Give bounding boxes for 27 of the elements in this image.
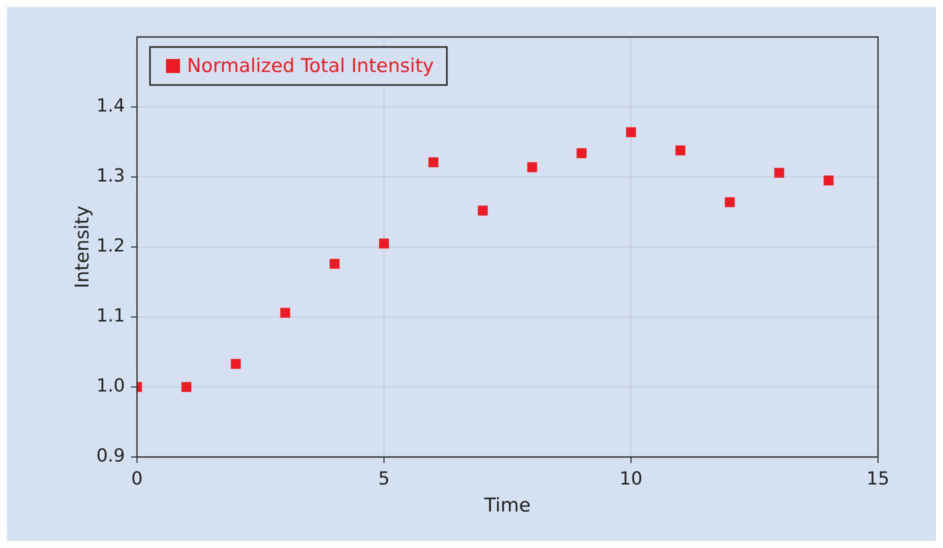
x-tick-label: 5	[378, 468, 390, 490]
point	[626, 127, 636, 138]
point	[527, 162, 538, 172]
legend-label: Normalized Total Intensity	[187, 54, 434, 77]
x-axis-title: Time	[483, 494, 531, 517]
y-tick-label: 1.0	[96, 376, 125, 397]
y-tick-label: 0.9	[96, 446, 125, 467]
point	[230, 358, 241, 369]
point	[675, 145, 686, 156]
point	[379, 238, 389, 248]
point	[478, 206, 488, 216]
y-tick-label: 1.2	[96, 236, 125, 257]
point	[330, 258, 340, 269]
point	[576, 148, 587, 158]
y-tick-label: 1.1	[96, 306, 125, 327]
point	[774, 168, 784, 178]
x-tick-label: 0	[131, 468, 143, 490]
x-tick-label: 10	[620, 468, 642, 490]
y-tick-label: 1.4	[96, 96, 125, 117]
x-tick-label: 15	[866, 468, 890, 490]
point	[824, 176, 834, 186]
point	[181, 382, 192, 392]
point	[280, 308, 290, 318]
y-tick-label: 1.3	[96, 166, 125, 187]
point	[724, 197, 735, 208]
y-axis-title: Intensity	[71, 206, 94, 288]
point	[428, 157, 438, 168]
